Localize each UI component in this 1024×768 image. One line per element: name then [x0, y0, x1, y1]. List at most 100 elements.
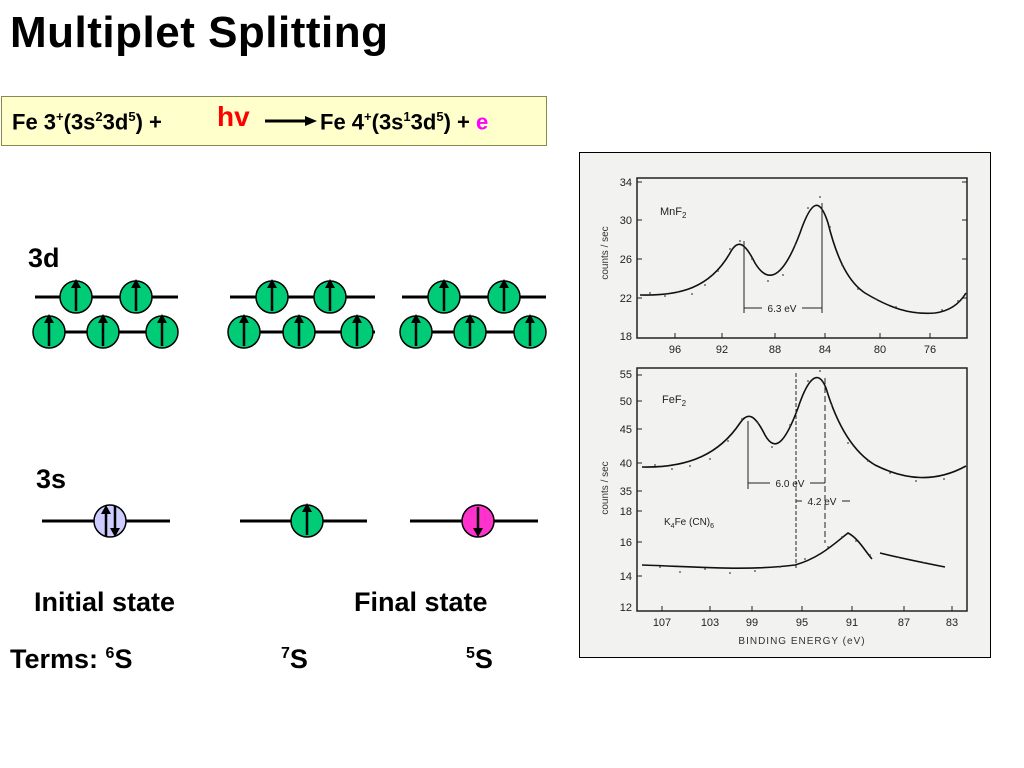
y-tick: 18 [620, 331, 632, 343]
terms-label: Terms: 6S [10, 644, 132, 675]
final-5s-3d-orbitals [399, 279, 547, 349]
product-3d-count: 5 [436, 109, 444, 124]
term1-multiplicity: 6 [105, 645, 115, 662]
spin-up-electron-icon [513, 314, 547, 349]
x-tick: 96 [669, 344, 681, 356]
spin-up-electron-icon [453, 314, 487, 349]
y-axis-label-top: counts / sec [600, 226, 611, 279]
x-tick: 80 [874, 344, 886, 356]
final-7s-3s-orbital [240, 503, 367, 538]
reaction-arrow-icon [265, 116, 317, 126]
panel-b-compound-label: FeF2 [662, 394, 687, 408]
initial-3d-orbitals [32, 279, 179, 349]
panel-b-split-label-2: 4.2 eV [808, 497, 837, 508]
term2-multiplicity: 7 [281, 645, 290, 662]
product-formula: Fe 4+(3s13d5) + e [320, 109, 488, 135]
spin-down-electron-icon [461, 504, 495, 538]
y-tick: 40 [620, 458, 632, 470]
reactant-3d-count: 5 [128, 109, 136, 124]
xps-spectra-svg: counts / sec counts / sec 34 30 26 22 18… [600, 177, 968, 647]
product-plus: ) + [443, 109, 470, 135]
product-config-3d: 3d [410, 109, 437, 135]
y-tick: 34 [620, 177, 632, 189]
spin-up-electron-icon [227, 314, 261, 349]
xps-spectra-figure: counts / sec counts / sec 34 30 26 22 18… [579, 152, 991, 658]
panel-a-y-ticks: 34 30 26 22 18 [620, 177, 632, 343]
terms-prefix: Terms: [10, 644, 106, 674]
y-tick: 22 [620, 293, 632, 305]
spin-up-electron-icon [340, 314, 374, 349]
panel-a-compound-label: MnF2 [660, 206, 687, 220]
reactant-charge: + [56, 109, 64, 124]
k4fecn6-spectrum-curve [641, 532, 946, 569]
x-tick: 92 [716, 344, 728, 356]
panel-a-frame [636, 177, 968, 339]
x-axis-label: BINDING ENERGY (eV) [738, 636, 865, 647]
paired-electrons-icon [93, 504, 127, 538]
panel-b-y-ticks: 55 50 45 40 35 18 16 14 12 [620, 369, 632, 614]
term2-label: 7S [281, 644, 308, 675]
x-tick: 91 [846, 617, 858, 629]
orbital-diagram [32, 279, 547, 538]
spin-up-electron-icon [119, 279, 153, 314]
y-tick: 35 [620, 486, 632, 498]
x-tick: 107 [653, 617, 671, 629]
reaction-equation-box: Fe 3+(3s23d5) + hv Fe 4+(3s13d5) + e [1, 96, 547, 146]
orbital-label-3d: 3d [28, 243, 60, 273]
reactant-config-3d: 3d [102, 109, 129, 135]
y-tick: 55 [620, 369, 632, 381]
y-axis-label-bottom: counts / sec [600, 461, 611, 514]
reactant-config-3s: (3s [63, 109, 96, 135]
fef2-spectrum-curve [641, 376, 967, 479]
initial-state-label: Initial state [34, 587, 176, 617]
spin-up-electron-icon [290, 503, 324, 538]
orbital-label-3s: 3s [36, 464, 67, 494]
x-tick: 95 [796, 617, 808, 629]
x-tick: 99 [746, 617, 758, 629]
y-tick: 12 [620, 602, 632, 614]
spin-up-electron-icon [487, 279, 521, 314]
product-ion: Fe 4 [320, 109, 365, 135]
spin-up-electron-icon [282, 314, 316, 349]
product-charge: + [364, 109, 372, 124]
y-tick: 16 [620, 537, 632, 549]
photon-symbol: hv [217, 101, 250, 132]
spin-up-electron-icon [86, 314, 120, 349]
term3-label: 5S [466, 644, 493, 675]
y-tick: 18 [620, 506, 632, 518]
spin-up-electron-icon [32, 314, 66, 349]
spin-up-electron-icon [313, 279, 347, 314]
spin-up-electron-icon [145, 314, 179, 349]
term1-symbol: S [114, 644, 133, 674]
final-state-label: Final state [354, 587, 488, 617]
y-tick: 14 [620, 571, 632, 583]
y-tick: 50 [620, 396, 632, 408]
x-tick: 83 [946, 617, 958, 629]
product-3s-count: 1 [403, 109, 411, 124]
x-tick: 103 [701, 617, 719, 629]
x-tick: 76 [924, 344, 936, 356]
panel-a-split-label: 6.3 eV [768, 304, 797, 315]
panel-b-x-ticks: 107 103 99 95 91 87 83 [653, 617, 958, 629]
y-tick: 26 [620, 254, 632, 266]
spin-up-electron-icon [59, 279, 93, 314]
final-7s-3d-orbitals [227, 279, 375, 349]
reactant-3s-count: 2 [95, 109, 103, 124]
reactant-formula: Fe 3+(3s23d5) + [12, 109, 162, 135]
electron-symbol: e [476, 109, 489, 135]
final-5s-3s-orbital [410, 504, 538, 538]
panel-a-x-ticks: 96 92 88 84 80 76 [669, 344, 936, 356]
term2-symbol: S [289, 644, 308, 674]
spin-up-electron-icon [427, 279, 461, 314]
panel-b-split-label-1: 6.0 eV [776, 479, 805, 490]
term3-symbol: S [474, 644, 493, 674]
y-tick: 45 [620, 424, 632, 436]
x-tick: 87 [898, 617, 910, 629]
panel-b-compound2-label: K4Fe (CN)6 [664, 517, 714, 530]
x-tick: 88 [769, 344, 781, 356]
y-tick: 30 [620, 215, 632, 227]
spin-up-electron-icon [255, 279, 289, 314]
spin-up-electron-icon [399, 314, 433, 349]
mnf2-spectrum-curve [639, 204, 967, 315]
reactant-ion: Fe 3 [12, 109, 57, 135]
